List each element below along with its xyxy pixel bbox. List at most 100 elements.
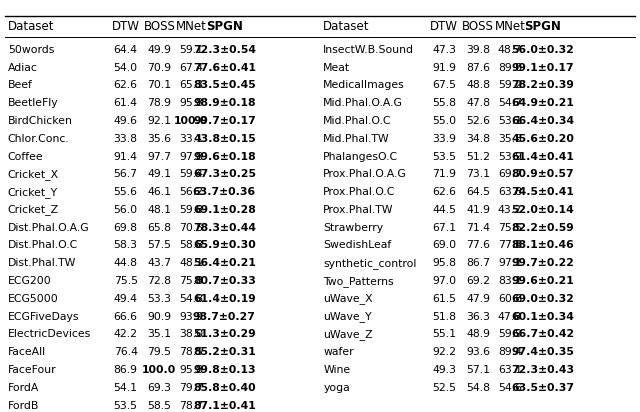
Text: 33.1: 33.1 bbox=[179, 134, 204, 144]
Text: 63.7±0.36: 63.7±0.36 bbox=[193, 187, 256, 197]
Text: 60.6: 60.6 bbox=[498, 294, 522, 304]
Text: 61.4±0.41: 61.4±0.41 bbox=[511, 152, 575, 162]
Text: Two_Patterns: Two_Patterns bbox=[323, 276, 394, 286]
Text: 58.5: 58.5 bbox=[147, 400, 172, 411]
Text: FordB: FordB bbox=[8, 400, 39, 411]
Text: 70.1: 70.1 bbox=[147, 80, 172, 90]
Text: 69.0: 69.0 bbox=[432, 241, 456, 250]
Text: 33.8: 33.8 bbox=[114, 134, 138, 144]
Text: 35.6: 35.6 bbox=[147, 134, 172, 144]
Text: 75.8: 75.8 bbox=[179, 276, 204, 286]
Text: 64.4: 64.4 bbox=[114, 45, 138, 55]
Text: Dist.Phal.TW: Dist.Phal.TW bbox=[8, 258, 76, 268]
Text: 72.8: 72.8 bbox=[147, 276, 172, 286]
Text: 62.6: 62.6 bbox=[432, 187, 456, 197]
Text: 89.0: 89.0 bbox=[498, 63, 522, 73]
Text: FaceFour: FaceFour bbox=[8, 365, 56, 375]
Text: 86.7: 86.7 bbox=[466, 258, 490, 268]
Text: 82.2±0.59: 82.2±0.59 bbox=[511, 222, 575, 233]
Text: ECG200: ECG200 bbox=[8, 276, 51, 286]
Text: 66.7±0.42: 66.7±0.42 bbox=[511, 330, 575, 339]
Text: DTW: DTW bbox=[111, 20, 140, 33]
Text: 92.1: 92.1 bbox=[147, 116, 172, 126]
Text: 78.2±0.39: 78.2±0.39 bbox=[511, 80, 575, 90]
Text: 69.0±0.32: 69.0±0.32 bbox=[511, 294, 575, 304]
Text: wafer: wafer bbox=[323, 347, 354, 357]
Text: 77.6±0.41: 77.6±0.41 bbox=[193, 63, 256, 73]
Text: 95.8: 95.8 bbox=[432, 258, 456, 268]
Text: 97.1: 97.1 bbox=[498, 258, 522, 268]
Text: 69.8: 69.8 bbox=[114, 222, 138, 233]
Text: FordA: FordA bbox=[8, 383, 39, 393]
Text: 57.1: 57.1 bbox=[466, 365, 490, 375]
Text: 75.5: 75.5 bbox=[498, 222, 522, 233]
Text: 61.4±0.19: 61.4±0.19 bbox=[193, 294, 256, 304]
Text: 90.9: 90.9 bbox=[147, 311, 172, 322]
Text: 77.8: 77.8 bbox=[498, 241, 522, 250]
Text: 41.9: 41.9 bbox=[466, 205, 490, 215]
Text: MedicalImages: MedicalImages bbox=[323, 80, 405, 90]
Text: Mid.Phal.O.A.G: Mid.Phal.O.A.G bbox=[323, 98, 403, 108]
Text: 60.1±0.34: 60.1±0.34 bbox=[511, 311, 575, 322]
Text: 73.1: 73.1 bbox=[466, 169, 490, 179]
Text: 54.1: 54.1 bbox=[114, 383, 138, 393]
Text: MNet: MNet bbox=[495, 20, 525, 33]
Text: 33.9: 33.9 bbox=[432, 134, 456, 144]
Text: 55.8: 55.8 bbox=[432, 98, 456, 108]
Text: 65.3: 65.3 bbox=[179, 80, 204, 90]
Text: 99.1±0.17: 99.1±0.17 bbox=[512, 63, 574, 73]
Text: 49.1: 49.1 bbox=[147, 169, 172, 179]
Text: 59.2: 59.2 bbox=[498, 80, 522, 90]
Text: 67.5: 67.5 bbox=[432, 80, 456, 90]
Text: 56.0±0.32: 56.0±0.32 bbox=[511, 45, 575, 55]
Text: 97.0: 97.0 bbox=[432, 276, 456, 286]
Text: 63.5±0.37: 63.5±0.37 bbox=[511, 383, 575, 393]
Text: 80.7±0.33: 80.7±0.33 bbox=[193, 276, 256, 286]
Text: 47.8: 47.8 bbox=[498, 311, 522, 322]
Text: 59.9: 59.9 bbox=[498, 330, 522, 339]
Text: 67.1: 67.1 bbox=[432, 222, 456, 233]
Text: 36.3: 36.3 bbox=[466, 311, 490, 322]
Text: 56.4±0.21: 56.4±0.21 bbox=[193, 258, 256, 268]
Text: 54.6: 54.6 bbox=[498, 383, 522, 393]
Text: 97.8: 97.8 bbox=[179, 152, 204, 162]
Text: BirdChicken: BirdChicken bbox=[8, 116, 72, 126]
Text: 70.9: 70.9 bbox=[147, 63, 172, 73]
Text: 56.7: 56.7 bbox=[114, 169, 138, 179]
Text: 63.1: 63.1 bbox=[498, 365, 522, 375]
Text: 54.0: 54.0 bbox=[113, 63, 138, 73]
Text: Cricket_X: Cricket_X bbox=[8, 169, 59, 180]
Text: 99.6±0.18: 99.6±0.18 bbox=[193, 152, 256, 162]
Text: SwedishLeaf: SwedishLeaf bbox=[323, 241, 392, 250]
Text: 46.1: 46.1 bbox=[147, 187, 172, 197]
Text: 97.4±0.35: 97.4±0.35 bbox=[511, 347, 575, 357]
Text: 49.4: 49.4 bbox=[114, 294, 138, 304]
Text: 99.7±0.17: 99.7±0.17 bbox=[193, 116, 256, 126]
Text: Dataset: Dataset bbox=[8, 20, 54, 33]
Text: SPGN: SPGN bbox=[525, 20, 561, 33]
Text: Mid.Phal.O.C: Mid.Phal.O.C bbox=[323, 116, 392, 126]
Text: DTW: DTW bbox=[430, 20, 458, 33]
Text: 48.1: 48.1 bbox=[179, 258, 204, 268]
Text: 49.9: 49.9 bbox=[147, 45, 172, 55]
Text: 64.5: 64.5 bbox=[466, 187, 490, 197]
Text: Wine: Wine bbox=[323, 365, 350, 375]
Text: 72.3±0.43: 72.3±0.43 bbox=[511, 365, 575, 375]
Text: 79.5: 79.5 bbox=[147, 347, 172, 357]
Text: FaceAll: FaceAll bbox=[8, 347, 46, 357]
Text: 57.5: 57.5 bbox=[147, 241, 172, 250]
Text: 55.1: 55.1 bbox=[432, 330, 456, 339]
Text: 66.4±0.34: 66.4±0.34 bbox=[511, 116, 575, 126]
Text: 83.5±0.45: 83.5±0.45 bbox=[193, 80, 256, 90]
Text: 53.3: 53.3 bbox=[147, 294, 172, 304]
Text: 44.5: 44.5 bbox=[432, 205, 456, 215]
Text: 38.0: 38.0 bbox=[179, 330, 204, 339]
Text: 74.5±0.41: 74.5±0.41 bbox=[511, 187, 575, 197]
Text: 64.9±0.21: 64.9±0.21 bbox=[511, 98, 575, 108]
Text: 69.3: 69.3 bbox=[147, 383, 172, 393]
Text: BOSS: BOSS bbox=[143, 20, 175, 33]
Text: 78.3±0.44: 78.3±0.44 bbox=[193, 222, 256, 233]
Text: ElectricDevices: ElectricDevices bbox=[8, 330, 91, 339]
Text: 93.9: 93.9 bbox=[179, 311, 204, 322]
Text: Mid.Phal.TW: Mid.Phal.TW bbox=[323, 134, 390, 144]
